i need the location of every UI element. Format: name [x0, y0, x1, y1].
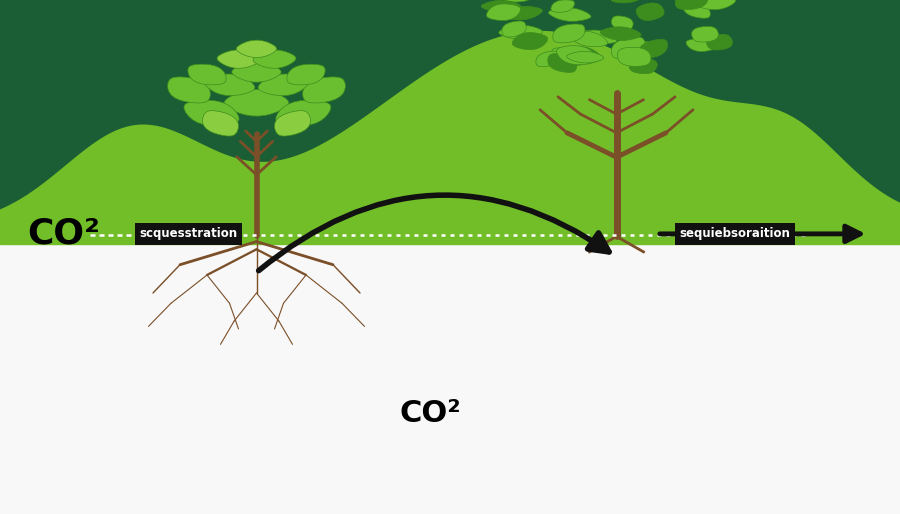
- Polygon shape: [553, 24, 585, 43]
- Polygon shape: [512, 32, 548, 50]
- Polygon shape: [502, 21, 526, 37]
- Polygon shape: [638, 40, 668, 59]
- Polygon shape: [617, 47, 651, 66]
- Polygon shape: [556, 46, 597, 65]
- Polygon shape: [582, 30, 617, 44]
- Polygon shape: [611, 0, 646, 3]
- Polygon shape: [686, 39, 715, 51]
- Bar: [0, 242, 900, 514]
- Polygon shape: [253, 50, 296, 68]
- Polygon shape: [611, 16, 633, 30]
- Polygon shape: [636, 3, 664, 21]
- Polygon shape: [570, 31, 608, 47]
- Polygon shape: [302, 77, 346, 103]
- Polygon shape: [502, 0, 538, 2]
- Polygon shape: [503, 6, 543, 20]
- Polygon shape: [675, 0, 708, 10]
- Polygon shape: [217, 50, 260, 68]
- Polygon shape: [566, 51, 604, 63]
- Polygon shape: [695, 0, 735, 10]
- Polygon shape: [552, 48, 583, 66]
- Polygon shape: [561, 46, 601, 63]
- Polygon shape: [188, 64, 226, 85]
- Polygon shape: [691, 26, 718, 42]
- Polygon shape: [628, 41, 659, 57]
- Polygon shape: [487, 4, 520, 21]
- Polygon shape: [548, 8, 591, 22]
- Polygon shape: [237, 40, 277, 58]
- Polygon shape: [702, 0, 733, 9]
- Polygon shape: [224, 89, 289, 116]
- Polygon shape: [600, 27, 641, 41]
- Polygon shape: [551, 0, 574, 12]
- Text: CO²: CO²: [400, 399, 461, 428]
- Polygon shape: [204, 74, 255, 96]
- Polygon shape: [274, 111, 310, 136]
- Polygon shape: [682, 1, 710, 19]
- Text: CO²: CO²: [27, 217, 100, 251]
- Polygon shape: [499, 25, 543, 39]
- Polygon shape: [232, 62, 281, 82]
- Polygon shape: [706, 34, 733, 50]
- Polygon shape: [629, 58, 657, 74]
- Polygon shape: [287, 64, 325, 85]
- Bar: [0, 231, 900, 244]
- Polygon shape: [258, 74, 309, 96]
- Polygon shape: [482, 1, 520, 12]
- Polygon shape: [275, 100, 331, 126]
- Polygon shape: [184, 100, 239, 126]
- Polygon shape: [611, 37, 645, 59]
- Text: scquesstration: scquesstration: [140, 227, 238, 241]
- Polygon shape: [548, 53, 577, 72]
- Text: sequiebsoraition: sequiebsoraition: [680, 227, 790, 241]
- Polygon shape: [536, 51, 561, 67]
- Polygon shape: [202, 111, 238, 136]
- Polygon shape: [167, 77, 211, 103]
- Polygon shape: [0, 31, 900, 242]
